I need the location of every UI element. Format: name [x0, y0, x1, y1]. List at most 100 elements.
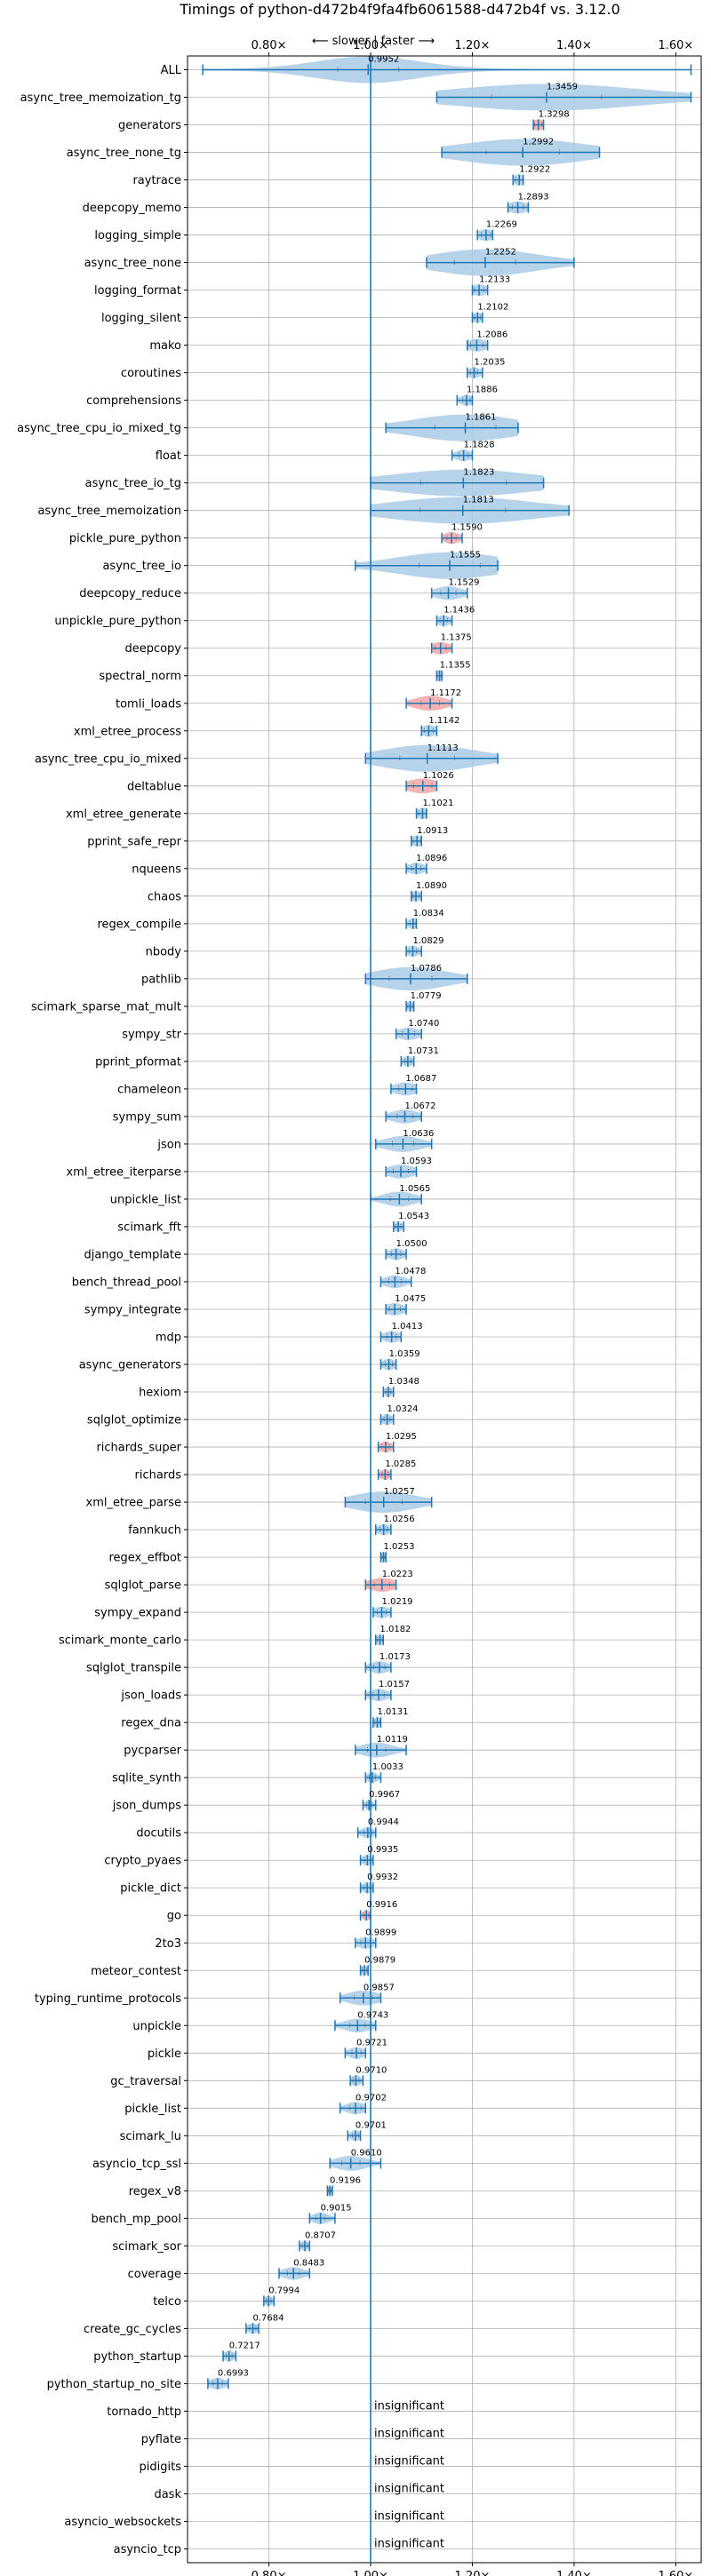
violin-async_tree_memoization_tg — [435, 83, 692, 111]
value-label: 1.0896 — [416, 854, 447, 863]
x-tick-label-top: 1.00× — [353, 39, 388, 52]
category-label: async_generators — [79, 1359, 182, 1372]
value-label: 1.0834 — [413, 909, 444, 918]
violin-telco — [263, 2295, 276, 2307]
value-label: 1.0478 — [395, 1267, 426, 1276]
value-label: 1.1886 — [467, 386, 498, 395]
insignificant-label: insignificant — [374, 2509, 444, 2523]
category-label: chameleon — [117, 1083, 181, 1096]
value-label: 0.9196 — [330, 2175, 361, 2185]
value-label: 1.2893 — [518, 193, 549, 203]
category-label: richards_super — [96, 1442, 181, 1455]
violin-unpickle — [334, 2018, 377, 2033]
value-label: 1.0033 — [372, 1762, 403, 1772]
category-label: 2to3 — [155, 1937, 181, 1951]
violin-python_startup_no_site — [207, 2377, 229, 2389]
category-label: hexiom — [139, 1387, 181, 1400]
category-label: sympy_integrate — [84, 1304, 181, 1317]
violin-deltablue — [405, 778, 438, 794]
value-label: 1.3298 — [539, 110, 570, 120]
category-label: crypto_pyaes — [104, 1855, 181, 1868]
value-label: 1.0636 — [403, 1129, 434, 1139]
value-label: 1.0829 — [412, 936, 443, 946]
value-label: 0.9952 — [368, 55, 399, 65]
value-label: 1.0740 — [408, 1019, 439, 1029]
category-label: bench_thread_pool — [72, 1276, 181, 1289]
value-label: 0.7217 — [229, 2341, 260, 2350]
violin-pickle — [344, 2047, 367, 2059]
value-label: 1.0324 — [387, 1404, 419, 1414]
violin-chaos — [411, 890, 422, 902]
violin-deepcopy_reduce — [430, 585, 468, 600]
value-label: 0.8707 — [305, 2230, 336, 2240]
label-layer: 0.80× 0.80× 1.00× 1.00× 1.20× 1.20× 1.40× 1.40×… — [17, 39, 693, 2576]
violin-pycparser — [355, 1742, 407, 1758]
violin-logging_simple — [476, 229, 494, 242]
violin-meteor_contest — [359, 1965, 369, 1976]
violin-bench_mp_pool — [308, 2212, 336, 2224]
value-label: 0.9857 — [363, 1983, 395, 1992]
x-tick-label-bottom: 0.80× — [252, 2570, 287, 2576]
category-label: xml_etree_process — [74, 725, 181, 738]
value-label: 0.9015 — [321, 2203, 352, 2213]
category-label: async_tree_memoization — [37, 505, 181, 518]
category-label: go — [167, 1910, 181, 1923]
insignificant-label: insignificant — [374, 2454, 444, 2468]
value-label: 1.2086 — [476, 330, 507, 340]
value-label: 0.9710 — [356, 2065, 387, 2075]
value-label: 1.1172 — [430, 688, 461, 698]
value-label: 1.0779 — [411, 991, 442, 1001]
value-label: 0.6993 — [218, 2368, 249, 2378]
violin-sqlite_synth — [364, 1772, 382, 1784]
violin-xml_etree_process — [420, 725, 438, 737]
category-label: gc_traversal — [110, 2075, 181, 2088]
value-label: 1.2252 — [485, 248, 516, 258]
value-label: 1.2035 — [474, 358, 505, 368]
violin-json_loads — [364, 1689, 392, 1702]
category-label: nqueens — [132, 863, 181, 876]
category-label: logging_simple — [94, 229, 181, 242]
value-label: 1.0543 — [398, 1212, 429, 1221]
violin-scimark_sparse_mat_mult — [405, 1000, 415, 1012]
violin-scimark_lu — [347, 2130, 362, 2142]
value-label: 1.0223 — [382, 1570, 413, 1579]
insignificant-label: insignificant — [374, 2537, 444, 2550]
violin-generators — [532, 119, 545, 131]
violin-unpickle_list — [370, 1191, 422, 1207]
value-label: 1.0257 — [384, 1487, 415, 1497]
category-label: async_tree_none_tg — [67, 147, 181, 160]
violin-xml_etree_parse — [344, 1491, 433, 1514]
value-label: 1.0672 — [404, 1101, 435, 1111]
violin-coverage — [278, 2267, 311, 2280]
chart-title: Timings of python-d472b4f9fa4fb6061588-d… — [179, 1, 620, 18]
violin-async_tree_cpu_io_mixed — [364, 744, 499, 772]
direction-note: ⟵ slower | faster ⟶ — [312, 35, 435, 48]
plot-frame — [187, 55, 702, 2564]
category-label: telco — [153, 2295, 181, 2309]
category-label: typing_runtime_protocols — [35, 1992, 181, 2006]
value-label: 1.0786 — [411, 964, 442, 974]
category-label: sympy_expand — [94, 1607, 181, 1620]
x-tick-label-top: 0.80× — [252, 39, 287, 52]
value-label: 1.1355 — [440, 661, 471, 671]
value-label: 0.9944 — [368, 1817, 399, 1827]
violin-xml_etree_iterparse — [385, 1165, 418, 1179]
violin-regex_dna — [372, 1717, 382, 1729]
value-label: 1.0913 — [417, 826, 448, 836]
category-label: pickle_dict — [120, 1882, 181, 1896]
violin-create_gc_cycles — [245, 2323, 260, 2334]
category-label: mako — [149, 339, 181, 353]
value-label: 1.1113 — [427, 743, 459, 753]
category-label: pyflate — [141, 2433, 181, 2446]
value-label: 1.1828 — [464, 441, 495, 450]
value-label: 1.1823 — [463, 468, 494, 478]
value-label: 1.1813 — [463, 496, 494, 505]
value-label: 1.0131 — [378, 1707, 409, 1717]
violin-json_dumps — [362, 1800, 377, 1811]
value-label: 0.9935 — [367, 1845, 398, 1855]
violin-2to3 — [355, 1936, 377, 1949]
category-label: pickle_pure_python — [69, 532, 181, 545]
value-label: 1.0890 — [416, 881, 447, 891]
violin-gc_traversal — [349, 2075, 364, 2087]
